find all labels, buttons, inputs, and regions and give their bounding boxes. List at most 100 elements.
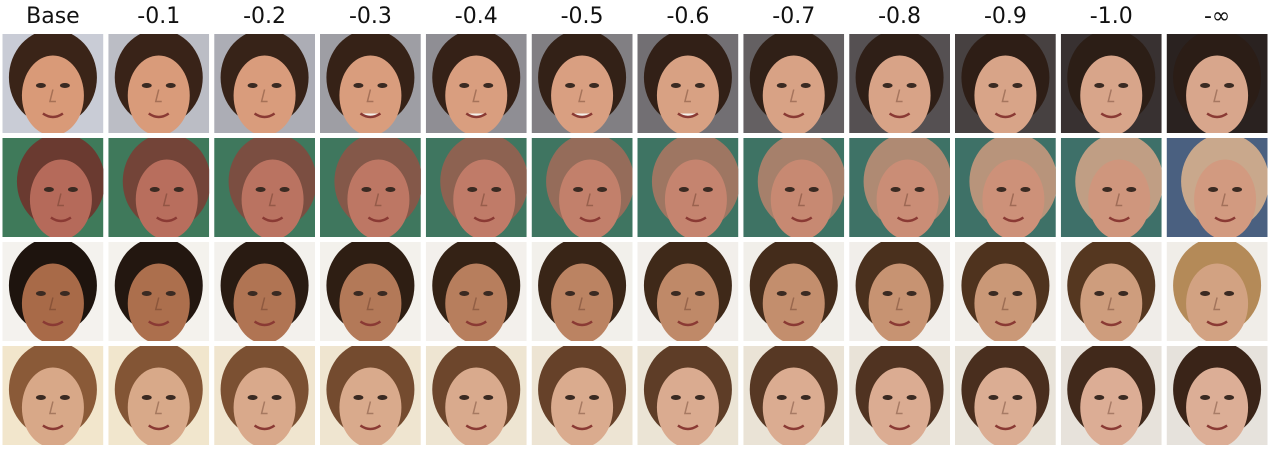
column-label: -0.9: [984, 4, 1027, 29]
eye: [459, 395, 469, 400]
image-content: [3, 238, 104, 344]
image-content: [532, 342, 633, 446]
image-content: [3, 134, 105, 240]
face: [445, 56, 507, 136]
face-image: [532, 30, 633, 136]
face-image: [108, 30, 209, 136]
column-label: -0.1: [137, 4, 180, 29]
image-content: [638, 238, 739, 344]
face: [1194, 160, 1256, 240]
eye: [565, 291, 575, 296]
face: [1186, 56, 1248, 136]
eye: [248, 395, 258, 400]
column-label: -0.4: [455, 4, 498, 29]
image-content: [955, 238, 1056, 344]
image-content: [3, 30, 104, 136]
eye: [597, 187, 607, 192]
face: [347, 160, 409, 240]
face: [1080, 56, 1142, 136]
eye: [385, 187, 395, 192]
image-content: [638, 30, 739, 136]
image-content: [532, 238, 633, 344]
face: [1186, 264, 1248, 344]
face-image: [532, 238, 633, 344]
image-content: [1061, 134, 1163, 240]
mouth: [678, 114, 698, 118]
column-label: -0.3: [349, 4, 392, 29]
face-image: [638, 30, 739, 136]
eye: [1012, 395, 1022, 400]
eye: [272, 291, 282, 296]
eye: [1118, 83, 1128, 88]
face-image: [955, 238, 1056, 344]
eye: [1224, 291, 1234, 296]
eye: [142, 291, 152, 296]
image-content: [955, 342, 1056, 446]
eye: [248, 291, 258, 296]
eye: [483, 291, 493, 296]
eye: [256, 187, 266, 192]
face: [657, 368, 719, 446]
face-image: [1061, 134, 1163, 240]
face-image: [108, 134, 210, 240]
image-content: [849, 342, 950, 446]
image-content: [426, 342, 527, 446]
face: [128, 368, 190, 446]
eye: [1126, 187, 1136, 192]
face: [869, 56, 931, 136]
eye: [36, 291, 46, 296]
eye: [467, 187, 477, 192]
image-content: [532, 30, 633, 136]
image-content: [849, 134, 951, 240]
image-content: [108, 238, 209, 344]
face: [445, 368, 507, 446]
face-image: [108, 342, 209, 446]
eye: [695, 395, 705, 400]
face-image: [638, 134, 740, 240]
face-image: [426, 30, 527, 136]
image-content: [1167, 30, 1268, 136]
eye: [801, 395, 811, 400]
face: [877, 160, 939, 240]
face-image: [108, 238, 209, 344]
face: [551, 264, 613, 344]
face: [128, 264, 190, 344]
eye: [60, 83, 70, 88]
face-image: [320, 238, 421, 344]
column-label: -∞: [1204, 4, 1230, 29]
image-content: [638, 342, 739, 446]
eye: [60, 395, 70, 400]
face-image: [426, 134, 528, 240]
eye: [377, 395, 387, 400]
eye: [1224, 83, 1234, 88]
face: [982, 160, 1044, 240]
face-image: [638, 238, 739, 344]
eye: [671, 395, 681, 400]
face: [234, 264, 296, 344]
face: [1088, 160, 1150, 240]
eye: [703, 187, 713, 192]
image-content: [1167, 342, 1268, 446]
face-image: [532, 342, 633, 446]
eye: [483, 395, 493, 400]
image-content: [214, 342, 315, 446]
mouth: [466, 114, 486, 118]
face: [30, 160, 92, 240]
face: [22, 264, 84, 344]
image-content: [214, 134, 316, 240]
eye: [671, 83, 681, 88]
eye: [915, 187, 925, 192]
eye: [801, 83, 811, 88]
face: [453, 160, 515, 240]
mouth: [360, 114, 380, 118]
face: [665, 160, 727, 240]
eye: [996, 187, 1006, 192]
face-image: [849, 342, 950, 446]
column-label: -0.2: [243, 4, 286, 29]
eye: [353, 83, 363, 88]
face-image: [320, 30, 421, 136]
eye: [777, 291, 787, 296]
face-image: [1061, 30, 1162, 136]
eye: [883, 291, 893, 296]
face-image: [955, 30, 1056, 136]
